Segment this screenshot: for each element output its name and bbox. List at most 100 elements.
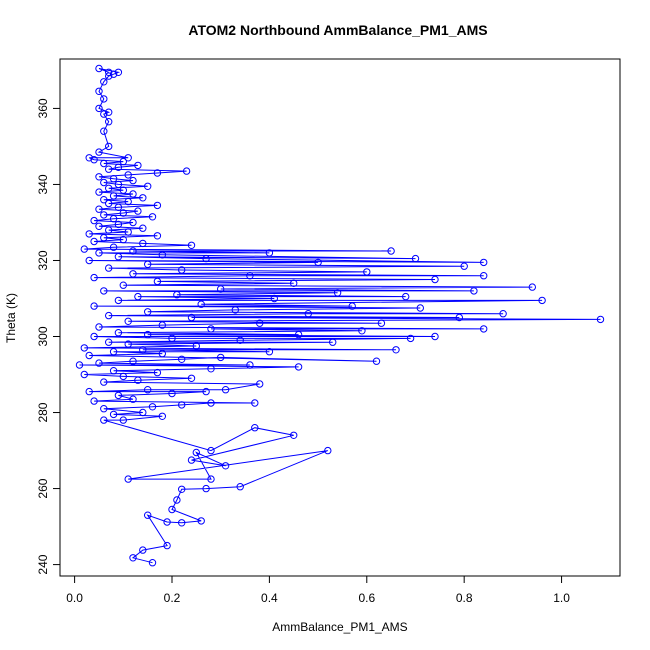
data-point xyxy=(256,380,264,388)
data-point xyxy=(192,448,201,457)
data-point xyxy=(114,220,123,229)
data-point xyxy=(114,203,123,212)
data-point xyxy=(304,310,312,318)
plot-area xyxy=(75,64,605,567)
data-point xyxy=(134,376,142,384)
chart-title: ATOM2 Northbound AmmBalance_PM1_AMS xyxy=(188,22,487,38)
x-tick-label: 0.2 xyxy=(164,591,181,605)
x-tick-label: 1.0 xyxy=(553,591,570,605)
data-point xyxy=(105,142,113,151)
data-point xyxy=(95,188,103,196)
data-point xyxy=(158,321,167,329)
data-point xyxy=(100,416,108,424)
data-point xyxy=(90,332,98,341)
data-point xyxy=(119,209,128,217)
data-point xyxy=(168,334,176,343)
data-point xyxy=(187,313,196,322)
data-point xyxy=(290,279,298,287)
data-point xyxy=(207,446,215,455)
data-point xyxy=(95,64,103,73)
y-axis: 240 260 280 300 320 340 360 xyxy=(36,98,61,575)
data-point xyxy=(246,272,254,280)
data-point xyxy=(324,446,332,455)
data-point xyxy=(144,511,152,519)
data-point xyxy=(153,201,162,210)
x-tick-label: 0.4 xyxy=(261,591,278,605)
data-point xyxy=(192,342,201,350)
data-point xyxy=(90,397,98,405)
data-point xyxy=(178,401,186,409)
data-point xyxy=(85,230,93,238)
data-point xyxy=(100,196,108,204)
data-point xyxy=(270,294,278,303)
data-point xyxy=(105,68,113,77)
data-point xyxy=(100,110,108,118)
data-point xyxy=(372,357,381,365)
data-point xyxy=(114,68,123,77)
data-point xyxy=(124,171,132,179)
data-point xyxy=(217,285,225,293)
data-point xyxy=(105,184,113,193)
data-point xyxy=(246,361,254,369)
data-point xyxy=(153,169,162,177)
data-point xyxy=(294,363,303,371)
data-point xyxy=(90,156,98,164)
data-point xyxy=(90,237,98,246)
data-point xyxy=(153,232,162,240)
data-point xyxy=(109,243,118,251)
data-point xyxy=(144,330,152,339)
data-point xyxy=(158,349,167,358)
data-point xyxy=(402,292,410,301)
data-point xyxy=(100,234,108,242)
data-point xyxy=(109,348,118,356)
data-point xyxy=(207,475,215,483)
data-point xyxy=(139,194,147,202)
data-point xyxy=(144,182,152,191)
data-point xyxy=(207,325,215,333)
data-point xyxy=(80,370,89,379)
data-point xyxy=(158,251,167,259)
data-point xyxy=(207,399,215,407)
y-tick-label: 320 xyxy=(36,250,50,270)
x-tick-label: 0.6 xyxy=(358,591,375,605)
data-point xyxy=(119,416,128,424)
data-point xyxy=(124,475,132,483)
data-point xyxy=(134,161,142,170)
data-point xyxy=(470,287,478,295)
data-point xyxy=(329,338,337,346)
data-point xyxy=(129,218,137,227)
data-point xyxy=(387,247,395,255)
data-point xyxy=(109,410,118,419)
data-point xyxy=(363,268,371,276)
data-point xyxy=(139,346,147,354)
data-point xyxy=(182,167,191,175)
data-point xyxy=(129,247,137,255)
data-point xyxy=(90,273,98,282)
y-tick-label: 340 xyxy=(36,174,50,194)
data-point xyxy=(596,315,605,324)
data-point xyxy=(411,254,420,263)
data-point xyxy=(119,186,128,194)
data-point xyxy=(236,483,244,491)
data-point xyxy=(95,323,103,331)
data-point xyxy=(144,308,152,316)
data-point xyxy=(105,165,113,173)
data-point xyxy=(251,399,259,407)
data-point xyxy=(197,517,205,525)
data-point xyxy=(187,374,196,382)
data-point xyxy=(100,178,108,187)
data-point xyxy=(119,157,128,166)
data-point xyxy=(265,348,274,356)
data-point xyxy=(114,253,123,261)
data-point xyxy=(129,357,137,365)
data-point xyxy=(163,541,171,550)
data-point xyxy=(197,300,205,308)
data-point xyxy=(455,313,463,322)
data-point xyxy=(139,239,147,248)
data-point xyxy=(80,245,89,253)
data-point xyxy=(314,258,322,267)
data-point xyxy=(100,95,108,103)
data-point xyxy=(148,403,157,411)
data-point xyxy=(124,228,132,236)
data-point xyxy=(95,104,103,113)
